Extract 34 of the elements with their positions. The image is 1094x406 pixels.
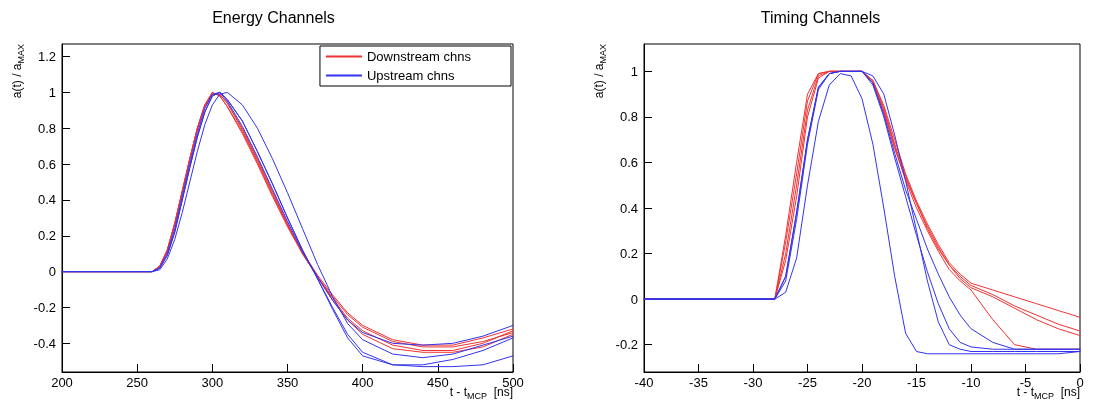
x-tick-label: 400 [351, 375, 374, 390]
x-tick-label: 350 [276, 375, 299, 390]
chart-title: Timing Channels [760, 8, 881, 26]
y-tick-label: 1 [48, 84, 56, 100]
x-tick-label: -20 [852, 375, 872, 390]
x-tick-label: -25 [798, 375, 817, 390]
y-tick-label: 1.2 [37, 49, 56, 65]
x-tick-label: -30 [743, 375, 763, 390]
y-tick-label: 0.8 [37, 120, 56, 136]
y-tick-label: 0.4 [619, 200, 638, 216]
legend-label: Upstream chns [366, 68, 455, 83]
y-tick-label: -0.2 [33, 299, 56, 315]
y-tick-label: 0 [48, 264, 56, 280]
y-tick-label: 1 [630, 63, 638, 79]
y-tick-label: 0.2 [37, 228, 56, 244]
y-tick-label: 0 [630, 291, 638, 307]
x-tick-label: 450 [426, 375, 449, 390]
y-tick-label: -0.2 [615, 337, 638, 353]
x-tick-label: -5 [1019, 375, 1032, 390]
y-tick-label: 0.8 [619, 109, 638, 125]
y-tick-label: 0.6 [37, 156, 56, 172]
x-tick-label: -15 [907, 375, 926, 390]
x-tick-label: 200 [51, 375, 73, 390]
x-tick-label: 250 [126, 375, 149, 390]
x-tick-label: -35 [689, 375, 708, 390]
chart-title: Energy Channels [212, 8, 335, 26]
x-tick-label: 300 [201, 375, 224, 390]
y-tick-label: 0.2 [619, 246, 638, 262]
x-tick-label: -10 [961, 375, 981, 390]
legend-label: Downstream chns [366, 49, 472, 64]
y-tick-label: 0.6 [619, 154, 638, 170]
y-tick-label: 0.4 [37, 192, 56, 208]
y-tick-label: -0.4 [33, 335, 56, 351]
x-tick-label: -40 [634, 375, 654, 390]
